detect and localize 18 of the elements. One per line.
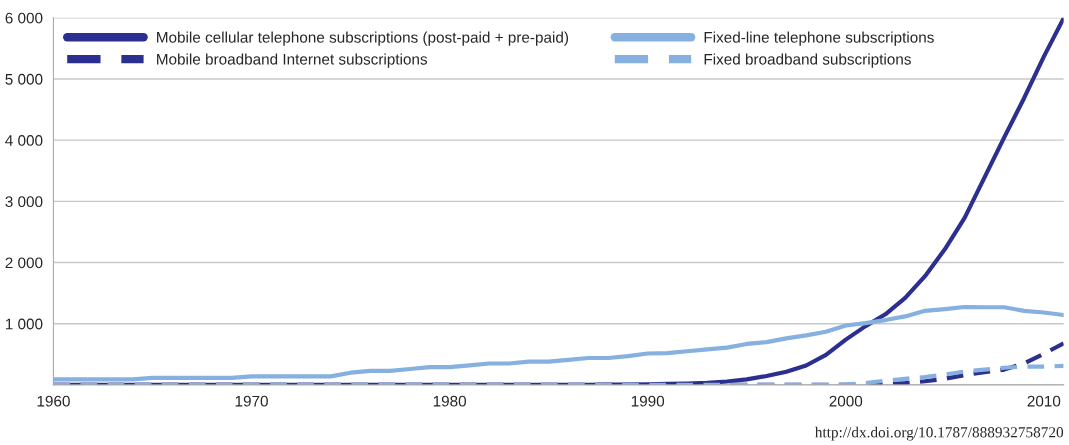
x-tick-label: 2000	[829, 395, 863, 407]
y-tick-label: 6 000	[5, 12, 43, 24]
legend-label: Fixed broadband subscriptions	[704, 53, 911, 68]
legend-label: Fixed-line telephone subscriptions	[704, 31, 934, 46]
x-tick-label: 1960	[37, 395, 70, 407]
legend-label: Mobile broadband Internet subscriptions	[157, 53, 428, 68]
line-series	[53, 304, 1064, 382]
x-tick-label: 2010	[1027, 395, 1061, 407]
y-tick-label: 4 000	[5, 135, 43, 146]
y-tick-label: 1 000	[5, 318, 43, 330]
y-tick-label: 5 000	[5, 73, 43, 85]
text: http://dx.doi.org/10.1787/888932758720	[814, 426, 1064, 441]
x-tick-label: 1990	[631, 395, 665, 407]
x-tick-label: 1980	[433, 395, 467, 407]
x-tick-label: 1970	[235, 395, 268, 407]
y-tick-label: 2 000	[5, 257, 43, 269]
legend-label: Mobile cellular telephone subscriptions (post-paid + pre-paid)	[157, 31, 569, 46]
y-tick-label: 3 000	[5, 196, 43, 208]
